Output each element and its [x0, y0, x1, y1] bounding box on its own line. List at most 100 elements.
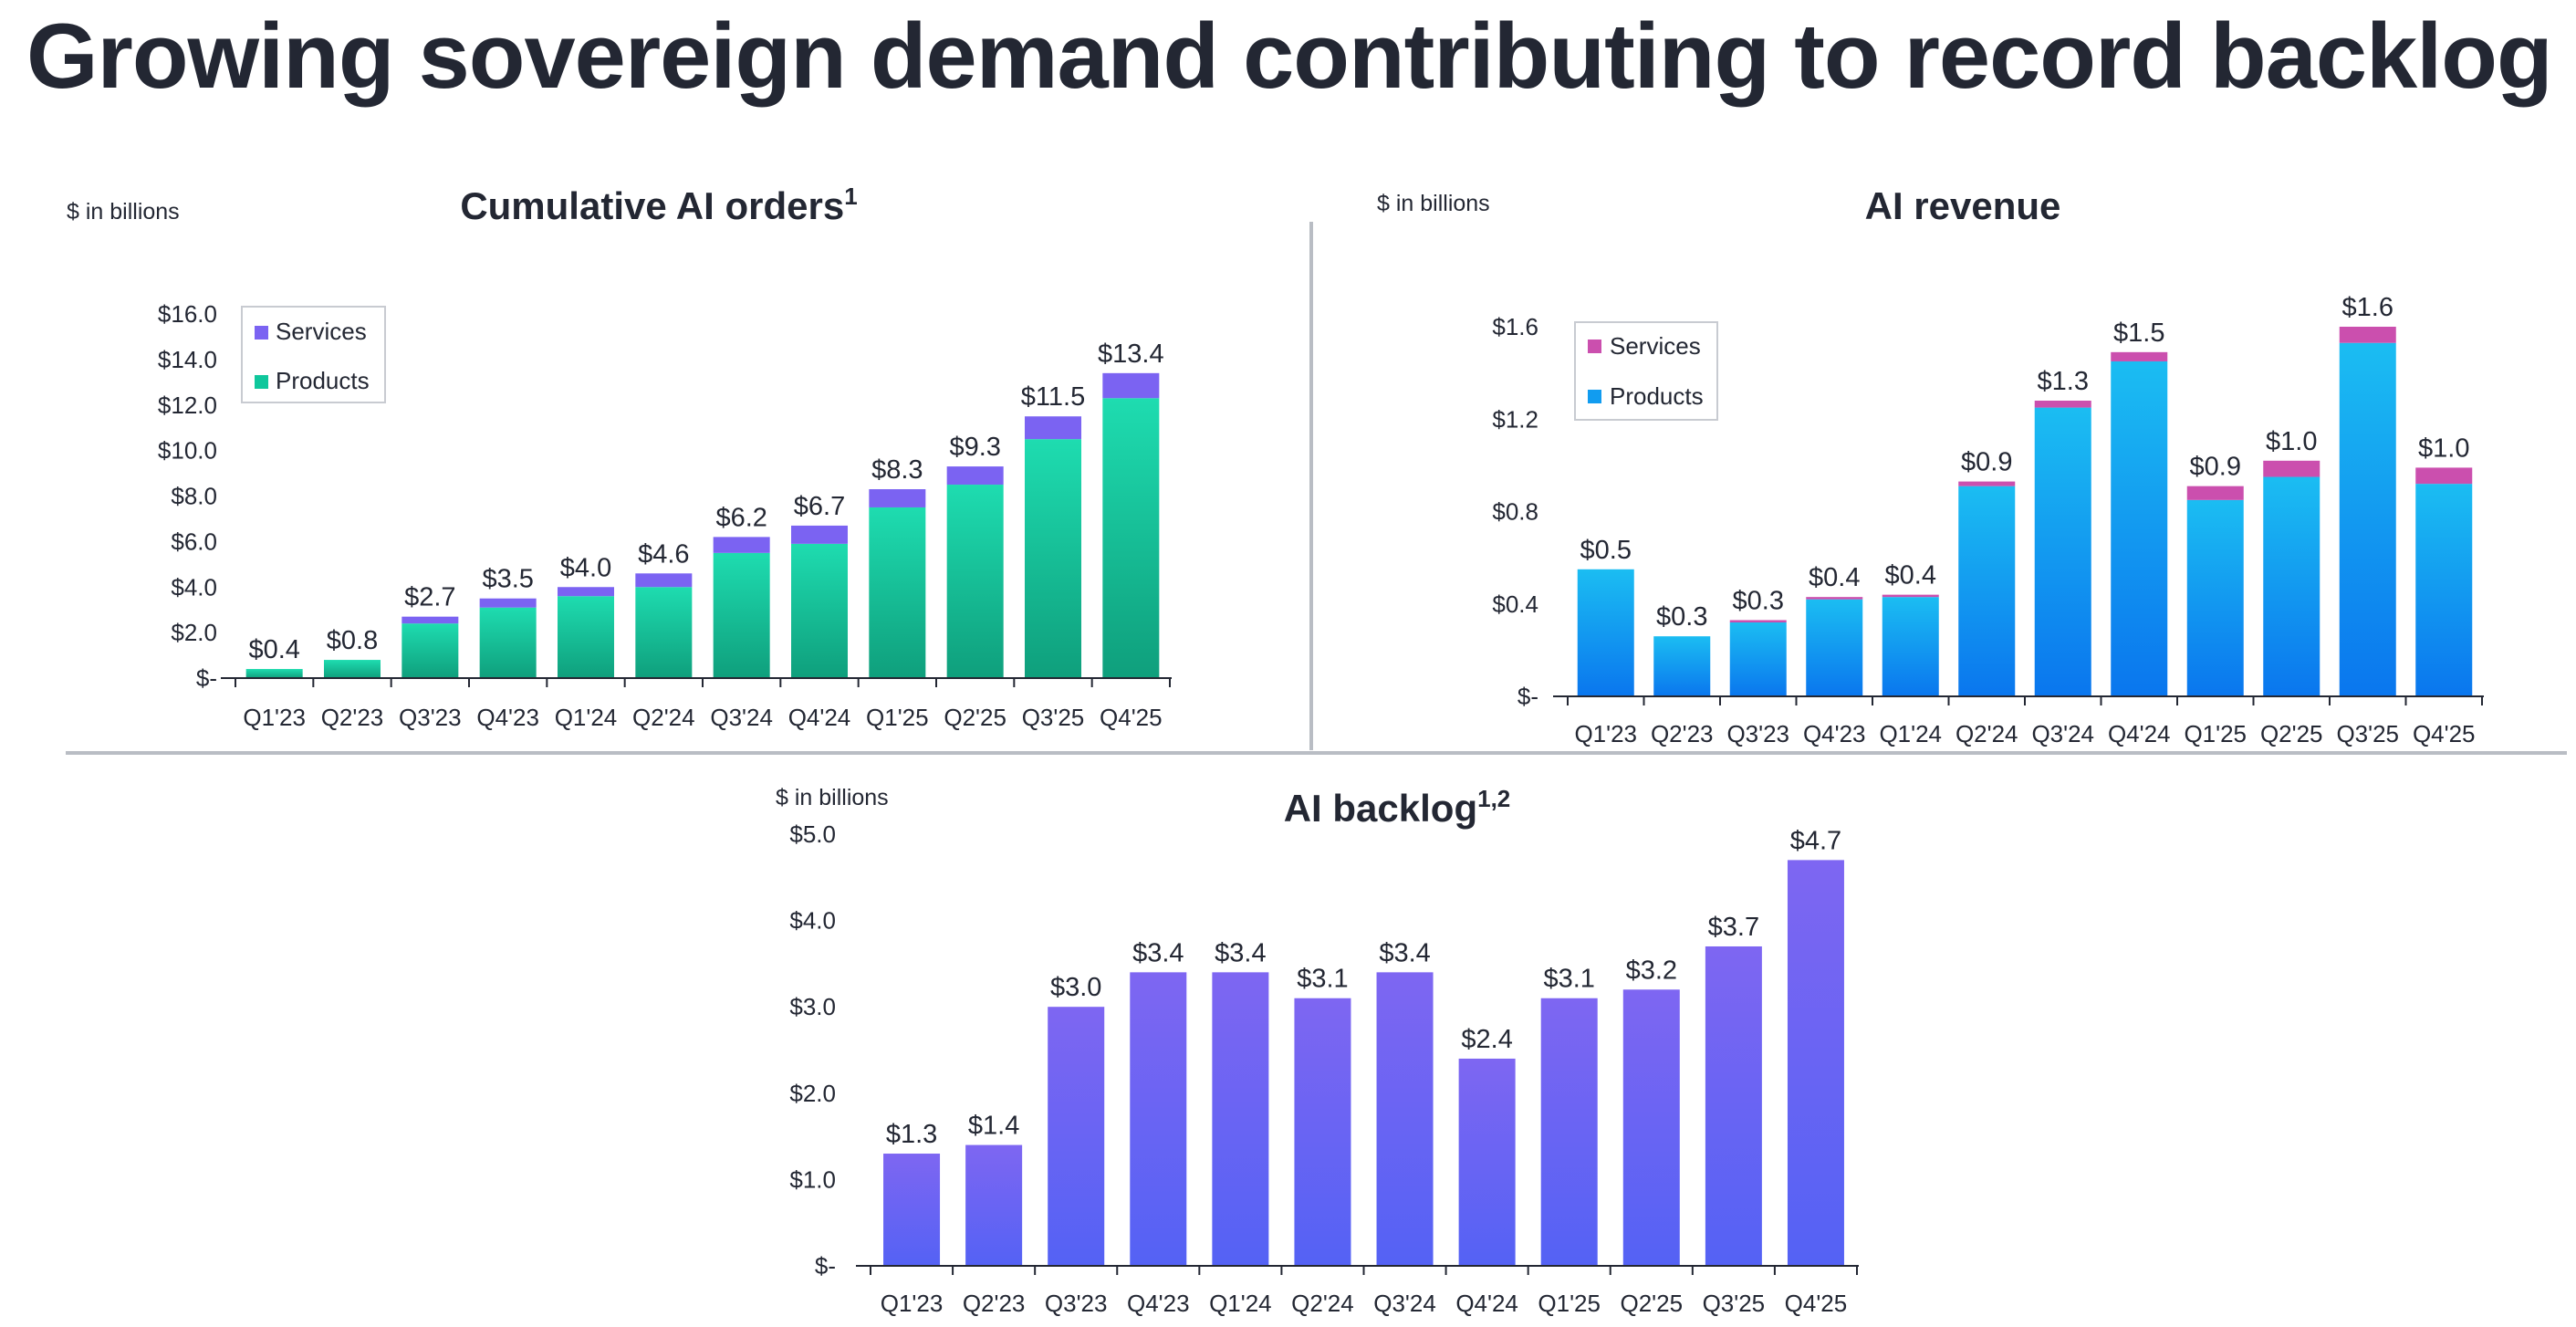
backlog-data-label: $3.4 [1132, 938, 1184, 967]
revenue-ytick-label: $1.6 [1492, 313, 1538, 340]
revenue-bar-services [1806, 597, 1863, 600]
chart-revenue: $ in billions AI revenue $-$0.4$0.8$1.2$… [1377, 184, 2484, 747]
revenue-bar-products [1806, 599, 1863, 696]
backlog-data-label: $3.0 [1050, 973, 1101, 1002]
backlog-data-label: $2.4 [1461, 1025, 1512, 1054]
orders-ytick-label: $2.0 [171, 619, 217, 646]
orders-bar-services [1025, 416, 1081, 440]
orders-bar-services [713, 537, 770, 553]
orders-data-label: $4.6 [638, 539, 689, 569]
revenue-data-label: $1.6 [2342, 293, 2393, 322]
revenue-data-label: $1.5 [2113, 319, 2164, 348]
revenue-bar-products [1958, 486, 2016, 696]
backlog-bar-backlog [1458, 1058, 1516, 1266]
backlog-ytick-label: $1.0 [789, 1165, 836, 1193]
backlog-title-text: AI backlog [1284, 787, 1477, 830]
orders-ytick-label: $14.0 [158, 346, 217, 373]
orders-xtick-label: Q2'24 [632, 704, 695, 731]
backlog-ytick-label: $4.0 [789, 907, 836, 935]
orders-bar-services [402, 616, 459, 624]
orders-ytick-label: $12.0 [158, 392, 217, 419]
revenue-ytick-label: $- [1517, 683, 1538, 710]
backlog-xtick-label: Q3'24 [1373, 1290, 1436, 1317]
revenue-xtick-label: Q4'24 [2108, 720, 2171, 747]
orders-ytick-label: $- [196, 664, 217, 692]
revenue-xtick-label: Q1'25 [2184, 720, 2247, 747]
orders-legend: Services Products [241, 306, 386, 403]
revenue-bar-products [2263, 476, 2320, 696]
revenue-data-label: $0.3 [1733, 586, 1784, 615]
backlog-xtick-label: Q3'25 [1703, 1290, 1766, 1317]
backlog-ytick-label: $3.0 [789, 993, 836, 1020]
backlog-xtick-label: Q2'24 [1291, 1290, 1354, 1317]
revenue-unit-label: $ in billions [1377, 191, 1490, 216]
orders-bar-products [713, 552, 770, 678]
revenue-data-label: $0.4 [1809, 563, 1860, 592]
revenue-xtick-label: Q3'24 [2031, 720, 2094, 747]
revenue-bar-services [1958, 481, 2016, 486]
orders-data-label: $4.0 [560, 553, 611, 582]
backlog-data-label: $3.4 [1215, 938, 1266, 967]
revenue-bar-services [1882, 594, 1939, 598]
backlog-xtick-label: Q4'23 [1127, 1290, 1190, 1317]
orders-xtick-label: Q1'25 [866, 704, 929, 731]
revenue-legend-products-swatch [1588, 390, 1601, 403]
backlog-xtick-label: Q1'25 [1538, 1290, 1601, 1317]
backlog-data-label: $3.7 [1708, 913, 1759, 942]
revenue-bar-products [2339, 342, 2396, 696]
orders-bar-services [946, 466, 1004, 486]
revenue-xtick-label: Q1'23 [1574, 720, 1637, 747]
orders-data-label: $3.5 [482, 565, 533, 594]
orders-title-superscript: 1 [844, 183, 857, 210]
orders-bar-products [479, 607, 537, 678]
orders-xtick-label: Q3'25 [1022, 704, 1085, 731]
orders-legend-products-swatch [255, 375, 268, 389]
backlog-x-axis: Q1'23 Q2'23 Q3'23 Q4'23 Q1'24 Q2'24 Q3'24 Q4'24… [856, 1265, 1859, 1317]
orders-xtick-label: Q3'23 [399, 704, 462, 731]
backlog-bar-backlog [1622, 989, 1680, 1266]
orders-data-label: $8.3 [871, 455, 923, 485]
orders-bar-products [245, 669, 303, 678]
revenue-data-label: $0.3 [1656, 602, 1707, 632]
orders-bar-products [402, 623, 459, 678]
revenue-ytick-label: $1.2 [1492, 405, 1538, 433]
orders-data-label: $13.4 [1098, 340, 1164, 369]
revenue-data-label: $0.9 [2190, 453, 2241, 482]
backlog-xtick-label: Q2'23 [963, 1290, 1026, 1317]
revenue-data-label: $0.5 [1580, 536, 1632, 565]
orders-xtick-label: Q4'23 [476, 704, 539, 731]
backlog-data-label: $3.1 [1297, 965, 1348, 994]
orders-data-label: $9.3 [949, 433, 1000, 462]
revenue-bar-products [2186, 499, 2244, 696]
backlog-bar-backlog [1787, 860, 1844, 1266]
revenue-xtick-label: Q4'23 [1803, 720, 1866, 747]
orders-data-label: $2.7 [404, 583, 455, 612]
page-title: Growing sovereign demand contributing to… [26, 5, 2553, 108]
orders-legend-services-swatch [255, 326, 268, 340]
orders-data-label: $0.8 [327, 626, 378, 655]
backlog-bar-backlog [1212, 972, 1269, 1266]
revenue-bar-products [2034, 407, 2091, 696]
backlog-bar-backlog [1048, 1007, 1105, 1266]
revenue-xtick-label: Q2'24 [1955, 720, 2018, 747]
orders-bar-products [558, 596, 614, 678]
revenue-legend: Services Products [1574, 321, 1718, 421]
revenue-legend-box [1574, 321, 1718, 421]
revenue-bar-services [2034, 401, 2091, 408]
revenue-ytick-label: $0.4 [1492, 590, 1538, 618]
backlog-xtick-label: Q3'23 [1045, 1290, 1108, 1317]
revenue-bar-products [2111, 360, 2168, 696]
orders-xtick-label: Q2'23 [321, 704, 384, 731]
revenue-data-label: $1.3 [2038, 367, 2089, 396]
revenue-bar-services [2263, 460, 2320, 477]
orders-xtick-label: Q2'25 [944, 704, 1006, 731]
orders-unit-label: $ in billions [67, 199, 180, 225]
revenue-data-label: $0.4 [1885, 561, 1936, 590]
backlog-bar-backlog [1376, 972, 1434, 1266]
backlog-bar-backlog [1294, 998, 1351, 1266]
revenue-bar-services [2186, 486, 2244, 500]
orders-data-label: $6.2 [715, 503, 767, 532]
orders-chart-title: Cumulative AI orders1 [460, 183, 857, 227]
backlog-chart-title: AI backlog1,2 [1284, 785, 1511, 830]
